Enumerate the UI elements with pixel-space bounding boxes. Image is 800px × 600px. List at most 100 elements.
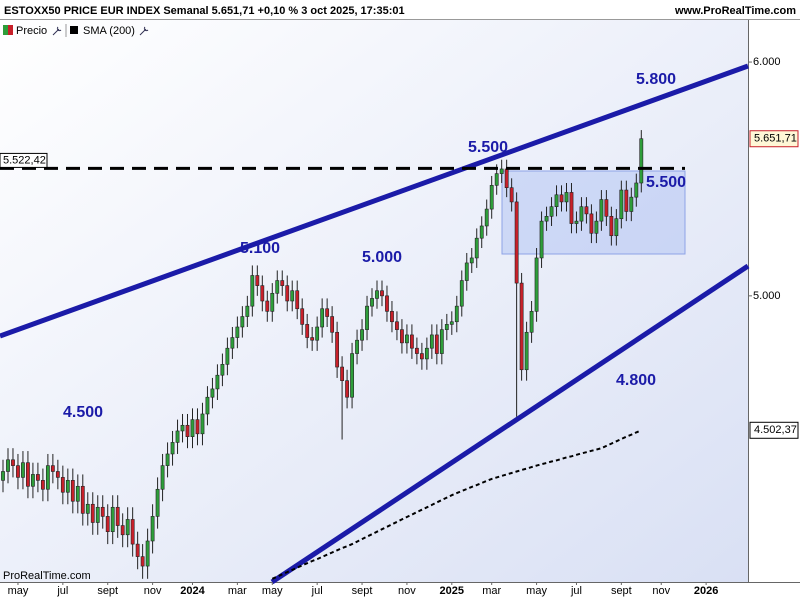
candle-body xyxy=(335,331,340,368)
candle-body xyxy=(75,485,80,502)
candle-body xyxy=(310,337,315,341)
candle-body xyxy=(509,187,514,203)
candle-body xyxy=(21,462,25,478)
candle-body xyxy=(185,424,190,437)
candle-body xyxy=(529,311,534,333)
candles xyxy=(1,130,644,579)
candle-body xyxy=(210,388,215,398)
settings-icon[interactable] xyxy=(139,26,149,36)
candle-body xyxy=(195,419,200,435)
candle-body xyxy=(519,282,524,371)
sma-last-label: 4.502,37 xyxy=(754,424,797,436)
candle-body xyxy=(165,453,170,466)
y-tick-label: 6.000 xyxy=(753,56,781,68)
settings-icon[interactable] xyxy=(52,26,62,36)
candle-body xyxy=(235,326,240,338)
header-site: www.ProRealTime.com xyxy=(674,5,796,17)
candle-body xyxy=(295,290,300,310)
candle-body xyxy=(439,329,444,354)
candle-body xyxy=(405,334,409,344)
candle-body xyxy=(539,220,544,259)
level-box xyxy=(0,152,48,168)
x-tick-label: nov xyxy=(652,585,670,597)
candle-body xyxy=(130,519,135,545)
candle-body xyxy=(315,326,320,341)
candle-body xyxy=(360,329,364,341)
candle-body xyxy=(594,220,599,234)
candle-body xyxy=(260,285,265,302)
candle-body xyxy=(395,321,399,330)
candle-body xyxy=(579,206,584,222)
candle-body xyxy=(449,321,454,325)
last-price-box xyxy=(749,130,799,148)
candle-body xyxy=(434,334,439,354)
candle-body xyxy=(634,182,639,198)
candle-body xyxy=(370,298,374,307)
price-annotation: 5.100 xyxy=(240,240,280,257)
candle-body xyxy=(554,194,559,207)
candle-body xyxy=(140,556,145,567)
candle-body xyxy=(230,337,235,349)
candle-body xyxy=(265,300,270,312)
legend-icon xyxy=(70,26,78,34)
candle-body xyxy=(135,543,140,557)
candle-body xyxy=(320,308,325,328)
price-annotation: 5.000 xyxy=(362,249,402,266)
candle-body xyxy=(200,413,205,435)
candle-body xyxy=(36,474,40,481)
candle-body xyxy=(100,506,105,517)
x-tick-label: 2026 xyxy=(694,585,718,597)
candle-body xyxy=(240,316,245,328)
candle-body xyxy=(484,208,489,227)
x-tick-label: mar xyxy=(228,585,247,597)
candle-body xyxy=(155,488,160,517)
candle-body xyxy=(390,311,394,323)
lower-trend-line xyxy=(270,263,750,585)
candle-body xyxy=(220,364,225,376)
candle-body xyxy=(275,280,280,294)
x-tick-label: nov xyxy=(398,585,416,597)
candle-body xyxy=(419,353,424,360)
x-tick-label: nov xyxy=(144,585,162,597)
x-tick-label: jul xyxy=(570,585,582,597)
candle-body xyxy=(569,192,574,224)
candle-body xyxy=(424,347,429,360)
candle-body xyxy=(190,419,195,437)
price-annotation: 5.800 xyxy=(636,71,676,88)
watermark: ProRealTime.com xyxy=(3,570,91,582)
candle-body xyxy=(574,220,579,224)
candle-body xyxy=(65,480,70,493)
price-annotation: 5.500 xyxy=(646,174,686,191)
sma-line xyxy=(271,429,642,580)
x-tick-label: jul xyxy=(311,585,323,597)
candle-body xyxy=(70,480,75,502)
candle-body xyxy=(215,374,220,390)
candle-body xyxy=(469,257,474,264)
candle-body xyxy=(120,525,125,536)
legend: Precio SMA (200) xyxy=(3,24,149,37)
candle-body xyxy=(1,471,5,481)
candle-body xyxy=(549,206,554,217)
level-label: 5.522,42 xyxy=(3,154,46,166)
x-tick-label: jul xyxy=(56,585,68,597)
candle-body xyxy=(250,275,255,307)
candle-body xyxy=(380,290,384,297)
candle-body xyxy=(110,506,115,533)
candle-body xyxy=(494,173,499,186)
candle-body xyxy=(290,290,295,302)
candle-body xyxy=(300,308,305,325)
candle-body xyxy=(11,459,15,466)
candle-body xyxy=(180,424,185,432)
price-annotation: 5.500 xyxy=(468,139,508,156)
x-tick-label: sept xyxy=(352,585,373,597)
candle-body xyxy=(6,459,10,472)
candle-body xyxy=(624,189,629,212)
x-tick-label: may xyxy=(262,585,283,597)
candle-body xyxy=(385,295,389,312)
candle-body xyxy=(629,196,634,212)
candle-body xyxy=(474,237,479,259)
candle-body xyxy=(584,206,589,215)
candle-body xyxy=(564,192,569,203)
candle-body xyxy=(499,168,504,174)
